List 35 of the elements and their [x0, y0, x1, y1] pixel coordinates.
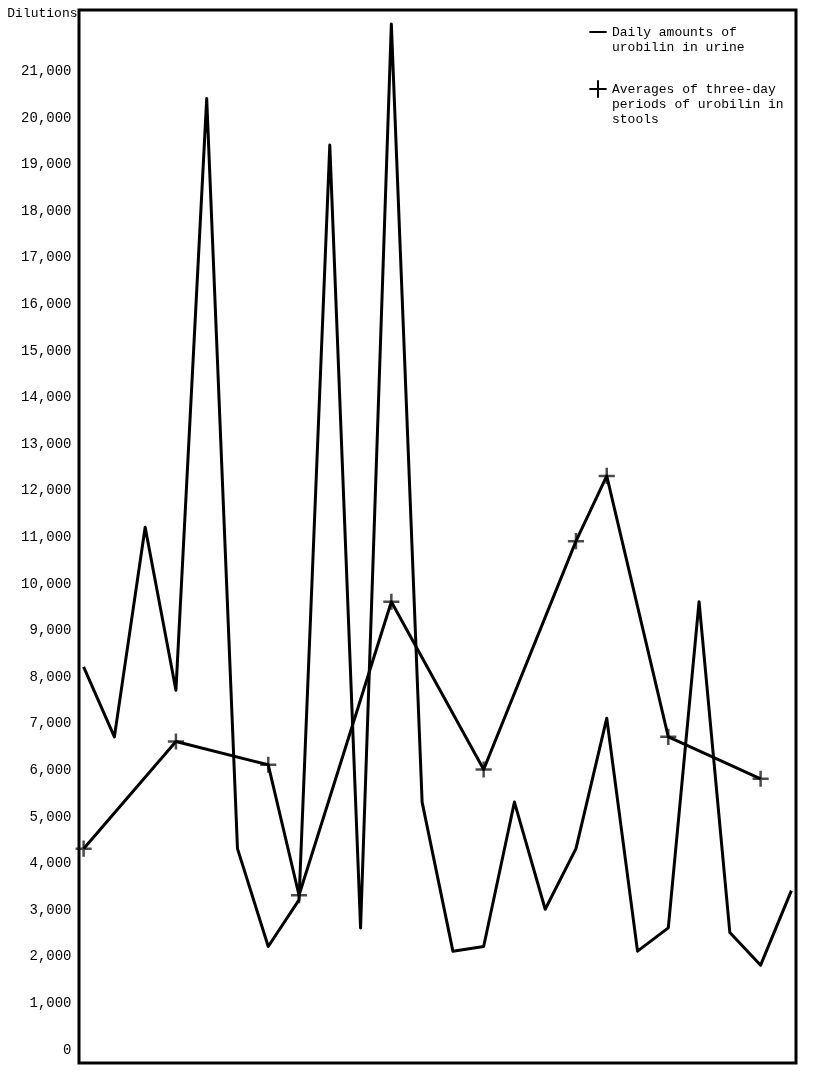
y-tick-label: 21,000 [21, 63, 72, 80]
line-series [82, 22, 793, 967]
y-tick-label: 9,000 [29, 622, 72, 639]
y-tick-label: 2,000 [29, 948, 72, 965]
point [166, 732, 186, 751]
y-tick-label: 13,000 [21, 435, 72, 452]
legend-label: Daily amounts of urobilin in urine [612, 25, 745, 55]
y-tick-label: 6,000 [29, 761, 72, 778]
y-tick-label: 11,000 [21, 529, 72, 545]
point [258, 755, 278, 775]
y-tick-label: 12,000 [21, 482, 72, 499]
y-tick-label: 4,000 [29, 855, 72, 872]
point [566, 531, 586, 551]
y-tick-label: 20,000 [21, 109, 72, 126]
y-tick-label: 7,000 [29, 715, 72, 732]
point [597, 466, 617, 486]
y-tick-label: 0 [63, 1041, 72, 1058]
y-tick-label: 8,000 [29, 668, 72, 685]
y-tick-label: 15,000 [21, 342, 72, 359]
y-tick-label: 19,000 [21, 156, 72, 173]
point [751, 769, 770, 789]
point [474, 760, 493, 779]
legend-label: Averages of three-day periods of urobilin in stools [612, 82, 784, 127]
point [658, 727, 678, 747]
point [74, 839, 93, 858]
y-tick-label: 10,000 [21, 575, 72, 592]
y-tick-label: 16,000 [21, 296, 72, 313]
y-tick-label: 18,000 [21, 202, 72, 219]
y-tick-label: 17,000 [21, 249, 72, 266]
y-tick-label: 14,000 [21, 389, 72, 406]
y-tick-label: 3,000 [29, 901, 72, 918]
y-tick-label: 1,000 [29, 994, 72, 1011]
point [382, 592, 401, 612]
y-axis-title: Dilutions [7, 5, 78, 21]
y-tick-label: 5,000 [29, 808, 72, 825]
